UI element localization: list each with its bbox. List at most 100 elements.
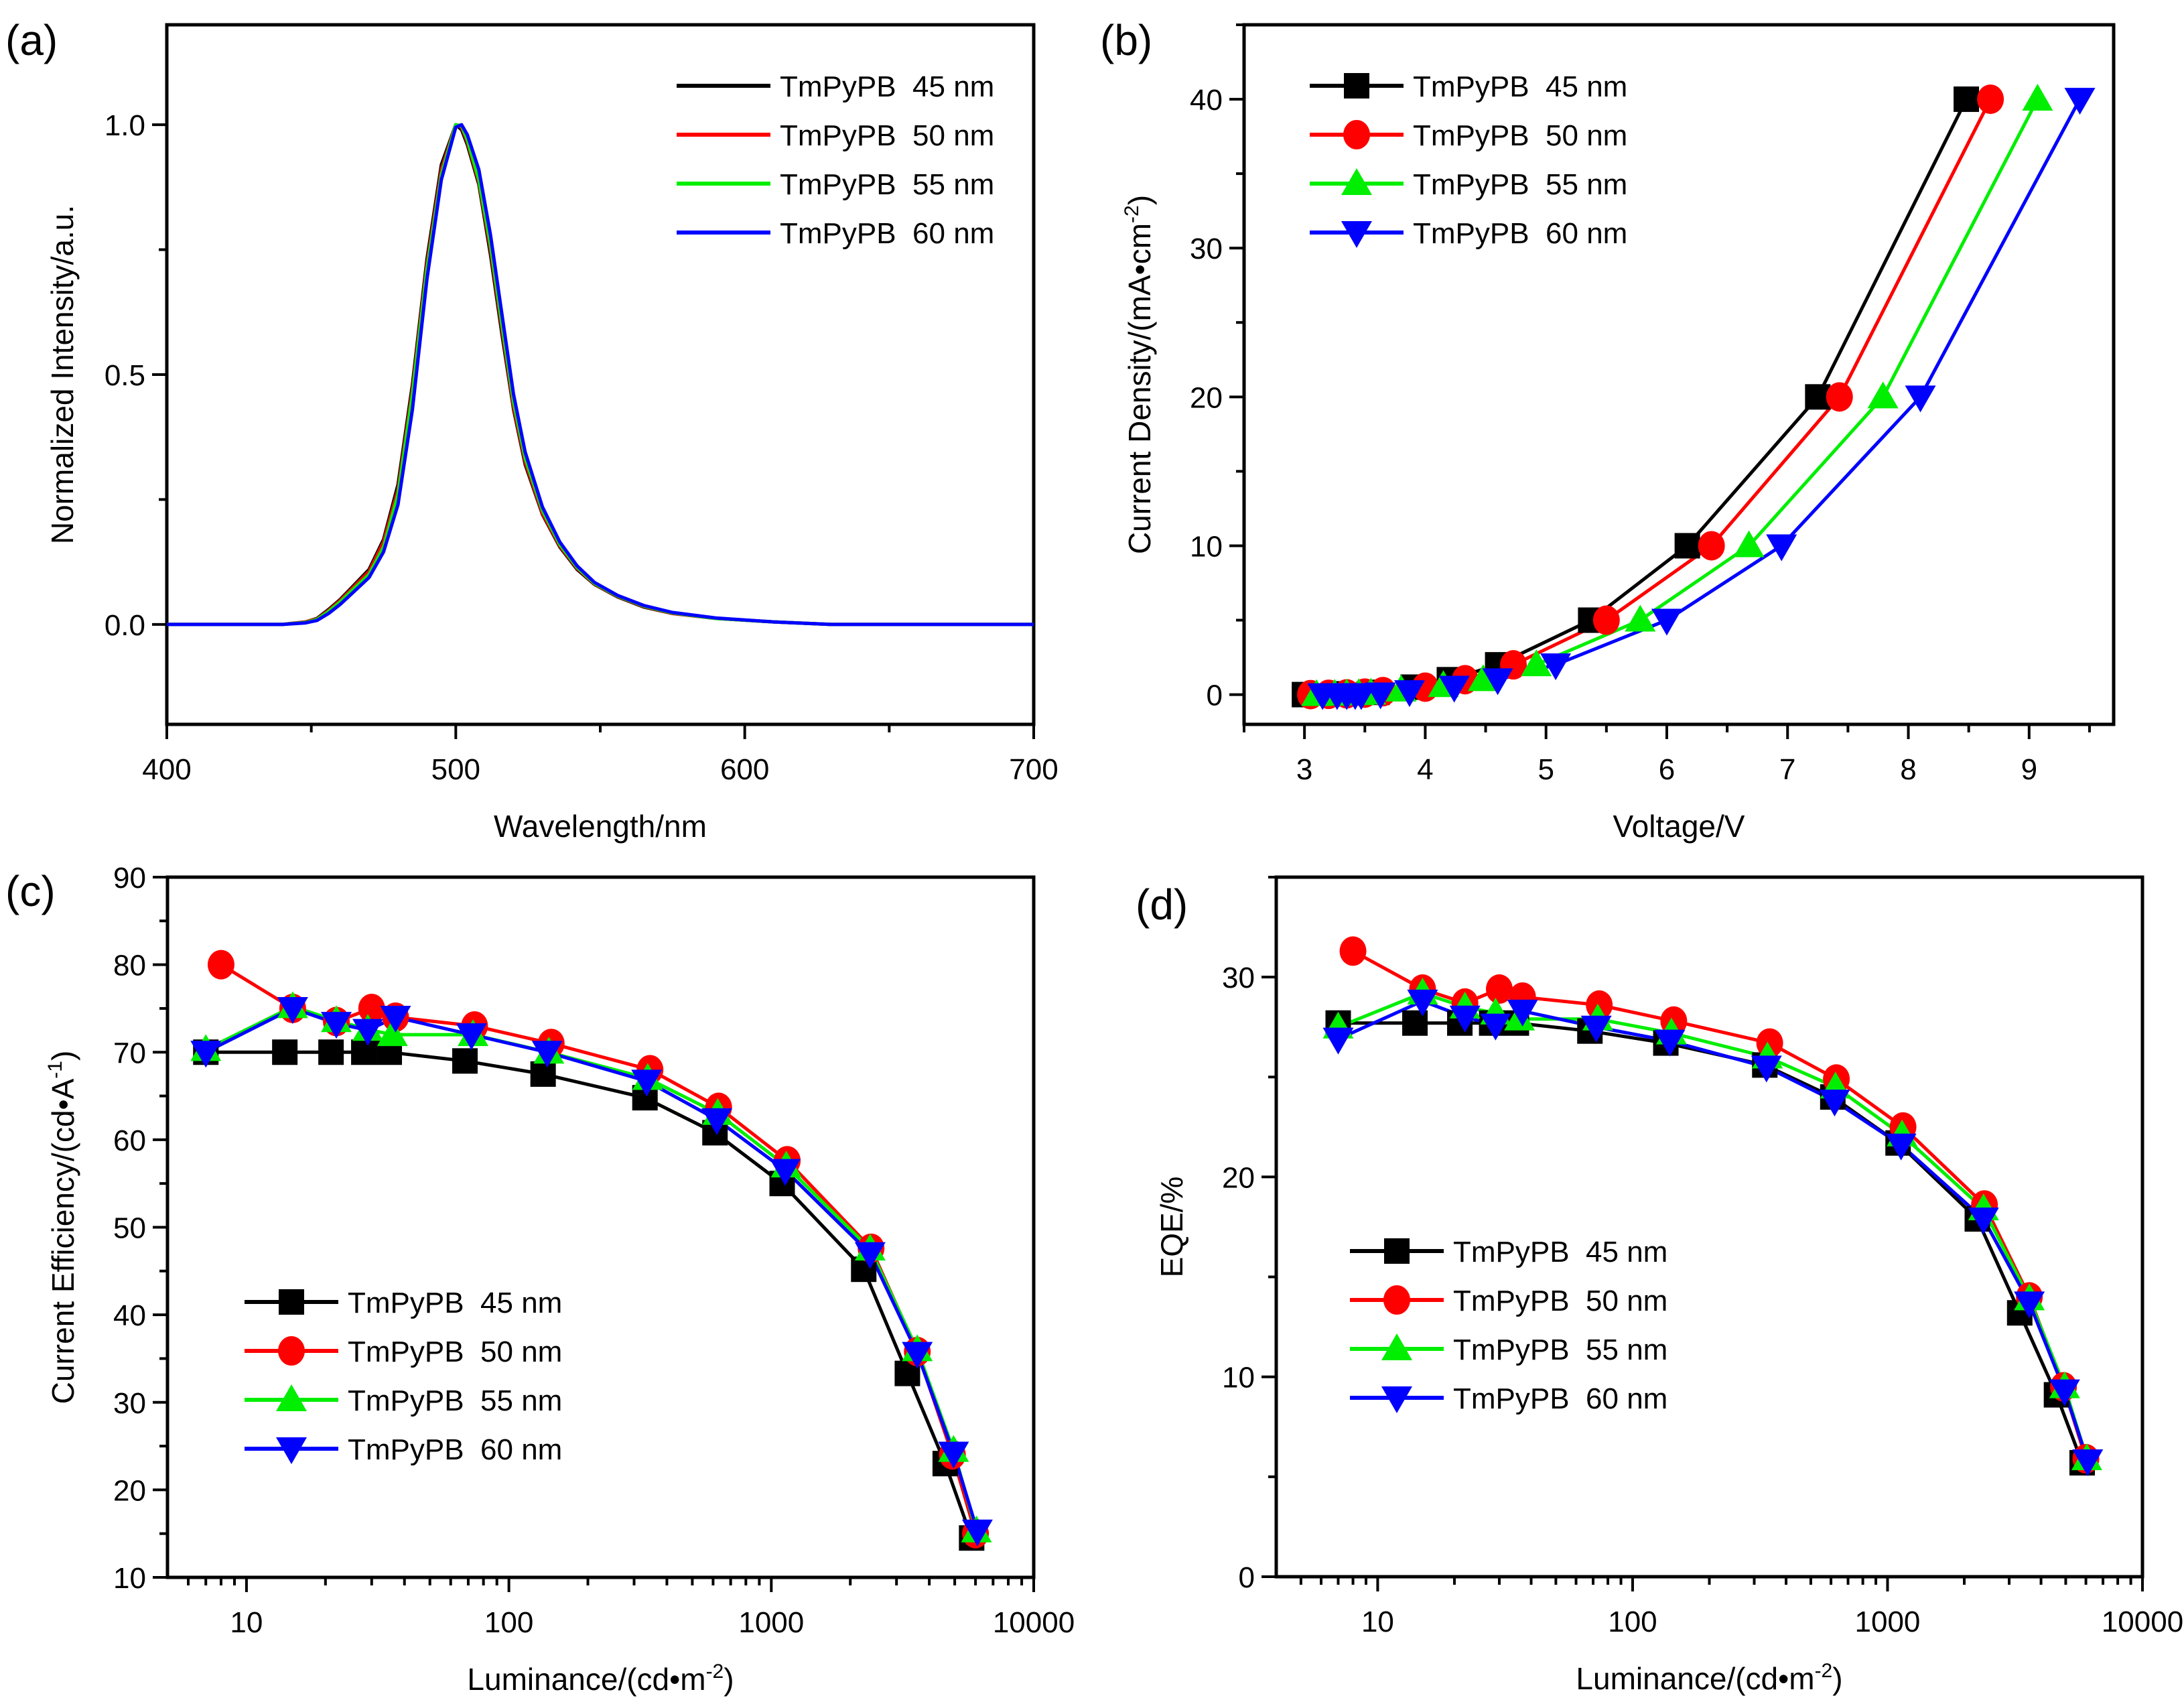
data-point [1438, 675, 1470, 703]
x-tick-label: 9 [2021, 753, 2037, 786]
x-title-superscript: -2 [706, 1660, 724, 1683]
panel-c-y-axis: 10 20 30 40 50 60 70 80 90 [113, 862, 167, 1595]
y-title-superscript: -1 [44, 1061, 66, 1079]
x-tick-label: 5 [1538, 753, 1554, 786]
x-tick-label: 8 [1900, 753, 1916, 786]
data-point [1586, 990, 1613, 1020]
y-tick-label: 0 [1239, 1561, 1255, 1594]
panel-a-legend: TmPyPB 45 nm TmPyPB 50 nm TmPyPB 55 nm TmPy… [677, 70, 994, 250]
x-title-main: Wavelength/nm [494, 809, 707, 844]
legend-item: TmPyPB 50 nm [677, 119, 994, 152]
x-tick-label: 10 [1361, 1606, 1394, 1638]
data-point [938, 1441, 969, 1469]
data-point [1393, 680, 1425, 708]
y-tick-label: 40 [113, 1299, 146, 1332]
data-point [1322, 1027, 1354, 1055]
legend-item: TmPyPB 45 nm [245, 1287, 562, 1319]
y-tick-label: 20 [113, 1474, 146, 1507]
legend-marker [1381, 1333, 1412, 1360]
panel-a-label: (a) [5, 16, 58, 64]
data-point [1674, 533, 1700, 559]
data-point [1766, 534, 1797, 562]
x-tick-label: 7 [1779, 753, 1795, 786]
legend-item: TmPyPB 50 nm [245, 1335, 562, 1368]
y-title-superscript: -2 [1121, 205, 1143, 223]
data-point [1507, 999, 1538, 1027]
data-point [1449, 1005, 1481, 1033]
y-tick-label: 0.5 [105, 359, 145, 392]
data-point [1968, 1207, 1999, 1235]
legend-label: TmPyPB 50 nm [780, 119, 994, 152]
legend-label: TmPyPB 50 nm [348, 1335, 562, 1368]
data-point [1407, 989, 1438, 1017]
y-tick-label: 80 [113, 950, 146, 982]
panel-c-y-axis-title: Current Efficiency/(cd•A-1) [44, 1051, 80, 1404]
legend-label: TmPyPB 50 nm [1453, 1285, 1667, 1317]
series-3-markers [190, 996, 993, 1547]
panel-b-x-axis-title: Voltage/V [1613, 809, 1745, 844]
data-point [1592, 605, 1620, 635]
data-point [1977, 84, 2004, 115]
data-point [530, 1061, 556, 1087]
y-tick-label: 1.0 [105, 109, 145, 142]
legend-marker [1341, 221, 1372, 248]
legend-label: TmPyPB 50 nm [1413, 119, 1627, 152]
panel-d-y-axis: 0 10 20 30 [1222, 876, 1276, 1594]
legend-item: TmPyPB 60 nm [1310, 217, 1627, 250]
legend-label: TmPyPB 45 nm [348, 1287, 562, 1319]
data-point [456, 1023, 487, 1051]
x-tick-label: 6 [1659, 753, 1675, 786]
data-point [2014, 1291, 2045, 1319]
series-3-markers [1307, 88, 2096, 710]
panel-b-x-axis: 3 4 5 6 7 8 9 [1243, 724, 2091, 786]
panel-d-label: (d) [1136, 880, 1188, 929]
x-title-main: Luminance/(cd•m [1576, 1661, 1814, 1696]
data-point [1954, 86, 1980, 113]
legend-label: TmPyPB 45 nm [1413, 70, 1627, 103]
data-point [452, 1048, 478, 1074]
series-3-markers [1322, 989, 2104, 1476]
panel-a: (a) 400 500 600 700 0.0 0.5 1.0 Wavelength/nm No… [5, 16, 1059, 844]
panel-a-x-axis: 400 500 600 700 [142, 724, 1059, 786]
data-point [1819, 1090, 1850, 1117]
y-tick-label: 30 [113, 1387, 146, 1420]
data-point [1905, 385, 1936, 413]
data-point [272, 1039, 298, 1065]
y-title-end: ) [46, 1051, 80, 1061]
y-tick-label: 10 [1190, 530, 1223, 563]
y-tick-label: 70 [113, 1037, 146, 1069]
panel-c-x-axis: 10 100 1000 10000 [187, 1577, 1075, 1639]
x-tick-label: 100 [484, 1606, 533, 1639]
panel-c: (c) 10 100 1000 10000 10 20 30 40 50 60 70 80 90 Lumi… [5, 862, 1075, 1697]
x-tick-label: 400 [142, 753, 191, 786]
legend-marker [276, 1384, 307, 1411]
legend-label: TmPyPB 55 nm [348, 1384, 562, 1417]
x-tick-label: 3 [1296, 753, 1312, 786]
data-point [1651, 608, 1682, 636]
data-point [351, 1039, 377, 1065]
panel-a-y-axis: 0.0 0.5 1.0 [105, 109, 167, 642]
data-point [190, 1041, 222, 1068]
x-tick-label: 600 [720, 753, 769, 786]
y-tick-label: 50 [113, 1212, 146, 1245]
x-title-end: ) [1832, 1661, 1842, 1696]
data-point [1485, 974, 1513, 1004]
legend-item: TmPyPB 55 nm [1350, 1333, 1667, 1366]
data-point [1467, 664, 1499, 692]
legend-label: TmPyPB 55 nm [1413, 168, 1627, 201]
y-tick-label: 90 [113, 862, 146, 895]
panel-d-legend: TmPyPB 45 nm TmPyPB 50 nm TmPyPB 55 nm TmPy… [1350, 1236, 1667, 1415]
legend-label: TmPyPB 60 nm [780, 217, 994, 250]
data-point [1751, 1055, 1782, 1083]
data-point [902, 1342, 933, 1369]
data-point [1580, 1015, 1612, 1043]
series-3 [167, 123, 1034, 627]
data-point [380, 1006, 411, 1033]
panel-a-plot-area [167, 123, 1034, 627]
data-point [2064, 88, 2096, 115]
data-point [277, 996, 308, 1024]
legend-marker [1341, 168, 1372, 195]
y-title-end: ) [1122, 195, 1157, 205]
data-point [631, 1069, 663, 1097]
